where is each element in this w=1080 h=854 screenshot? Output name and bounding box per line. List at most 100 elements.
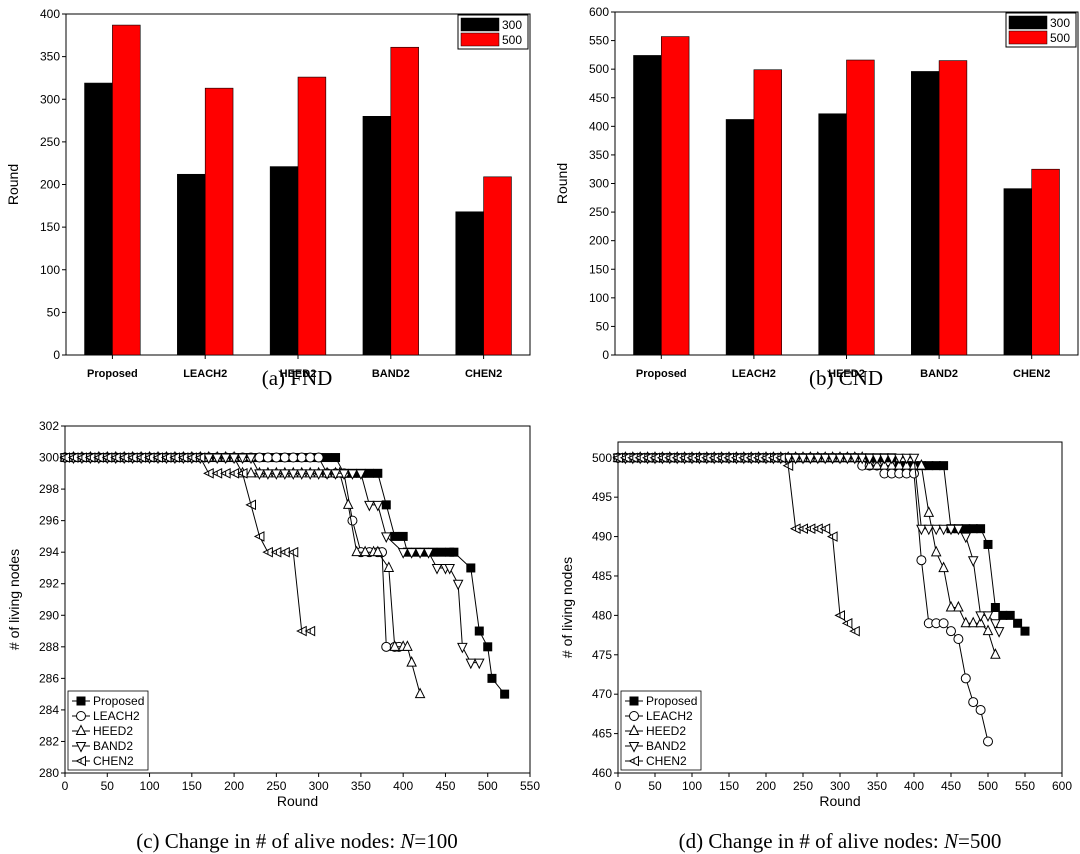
point-BAND2 <box>228 453 240 465</box>
point-BAND2 <box>245 453 257 465</box>
point-LEACH2 <box>313 452 324 463</box>
point-Proposed <box>483 642 493 652</box>
chart-d: 460 465 470 475 480 485 490 495 500 0 50 100 150 200 2… <box>559 441 1072 853</box>
point-CHEN2 <box>245 499 256 511</box>
point-LEACH2 <box>262 452 273 463</box>
legend-marker <box>75 742 87 753</box>
point-BAND2 <box>364 500 375 512</box>
point-HEED2 <box>908 459 920 470</box>
point-BAND2 <box>923 524 935 536</box>
x-tick-label: 250 <box>793 779 813 793</box>
point-Proposed <box>983 539 993 549</box>
point-HEED2 <box>864 459 875 470</box>
point-Proposed <box>436 547 446 557</box>
caption-prefix: (c) Change in # of alive nodes: <box>136 829 400 853</box>
point-Proposed <box>1013 618 1023 628</box>
point-HEED2 <box>893 459 905 470</box>
legend-label: LEACH2 <box>646 709 693 723</box>
point-Proposed <box>931 461 941 471</box>
x-tick-label: 100 <box>140 779 160 793</box>
series-line <box>618 457 1000 632</box>
legend-swatch <box>1008 15 1048 30</box>
point-Proposed <box>449 547 459 557</box>
point-HEED2 <box>975 616 986 628</box>
legend-label: BAND2 <box>646 739 686 753</box>
point-BAND2 <box>960 532 972 544</box>
point-BAND2 <box>797 453 809 465</box>
point-BAND2 <box>901 453 912 465</box>
point-BAND2 <box>819 453 831 465</box>
caption-suffix: =100 <box>414 829 457 853</box>
y-tick-label: 200 <box>40 178 60 192</box>
point-HEED2 <box>967 616 979 628</box>
y-tick-label: 150 <box>589 262 609 276</box>
legend-label: CHEN2 <box>646 754 687 768</box>
x-axis-label: Round <box>277 793 318 809</box>
x-tick-label: 300 <box>830 779 850 793</box>
point-Proposed <box>990 603 1000 612</box>
point-BAND2 <box>812 453 824 465</box>
legend-marker <box>75 724 87 735</box>
x-tick-label: 550 <box>1015 779 1035 793</box>
legend-marker <box>76 711 86 721</box>
bar-Proposed-500 <box>660 36 690 356</box>
x-tick-label: 150 <box>719 779 739 793</box>
x-tick-label: 300 <box>309 779 329 793</box>
legend-label: CHEN2 <box>93 754 134 768</box>
point-Proposed <box>364 468 374 478</box>
y-tick-label: 250 <box>40 135 60 149</box>
bar-HEED2-300 <box>818 113 847 356</box>
x-tick-label: Proposed <box>87 368 138 380</box>
y-tick-label: 284 <box>39 703 59 717</box>
x-tick-label: 250 <box>266 779 286 793</box>
point-HEED2 <box>886 459 898 470</box>
bar-BAND2-500 <box>390 46 419 356</box>
y-tick-label: 500 <box>592 451 612 465</box>
point-BAND2 <box>372 500 384 512</box>
point-LEACH2 <box>953 634 964 645</box>
point-CHEN2 <box>826 531 838 542</box>
point-BAND2 <box>296 469 308 480</box>
caption-suffix: =500 <box>958 829 1001 853</box>
x-tick-label: Proposed <box>636 368 687 380</box>
point-LEACH2 <box>968 697 979 708</box>
point-BAND2 <box>805 453 816 465</box>
y-tick-label: 600 <box>589 5 609 19</box>
point-LEACH2 <box>975 704 986 715</box>
legend-label: LEACH2 <box>93 709 140 723</box>
x-tick-label: 450 <box>435 779 455 793</box>
y-tick-label: 400 <box>40 7 60 21</box>
point-CHEN2 <box>775 452 786 464</box>
bar-LEACH2-500 <box>204 87 234 356</box>
point-HEED2 <box>245 466 257 478</box>
y-tick-label: 282 <box>39 734 59 748</box>
legend-swatch <box>460 17 500 32</box>
point-LEACH2 <box>381 641 392 652</box>
series-Proposed <box>60 453 510 699</box>
y-tick-label: 400 <box>589 119 609 133</box>
y-tick-label: 280 <box>39 766 59 780</box>
y-tick-label: 550 <box>589 34 609 48</box>
y-tick-label: 292 <box>39 577 59 591</box>
caption: (d) Change in # of alive nodes: N=500 <box>679 829 1002 853</box>
point-LEACH2 <box>279 452 290 463</box>
series-line <box>65 457 505 695</box>
point-HEED2 <box>402 640 413 651</box>
bar-HEED2-300 <box>269 166 299 356</box>
y-tick-label: 465 <box>592 727 612 741</box>
point-LEACH2 <box>347 515 358 526</box>
legend-marker <box>628 724 640 735</box>
point-HEED2 <box>389 640 401 651</box>
point-HEED2 <box>990 648 1001 659</box>
x-tick-label: 600 <box>1052 779 1072 793</box>
point-BAND2 <box>254 469 265 480</box>
point-HEED2 <box>945 600 957 612</box>
y-tick-label: 480 <box>592 608 612 622</box>
x-tick-label: 0 <box>615 779 622 793</box>
series-CHEN2 <box>612 452 860 637</box>
y-tick-label: 50 <box>47 305 61 319</box>
chart-a: 0 50 100 150 200 250 300 350 400 Proposed LEACH2 HE… <box>5 7 531 390</box>
legend-label: Proposed <box>646 694 697 708</box>
point-BAND2 <box>871 453 883 465</box>
legend-marker <box>628 755 639 767</box>
